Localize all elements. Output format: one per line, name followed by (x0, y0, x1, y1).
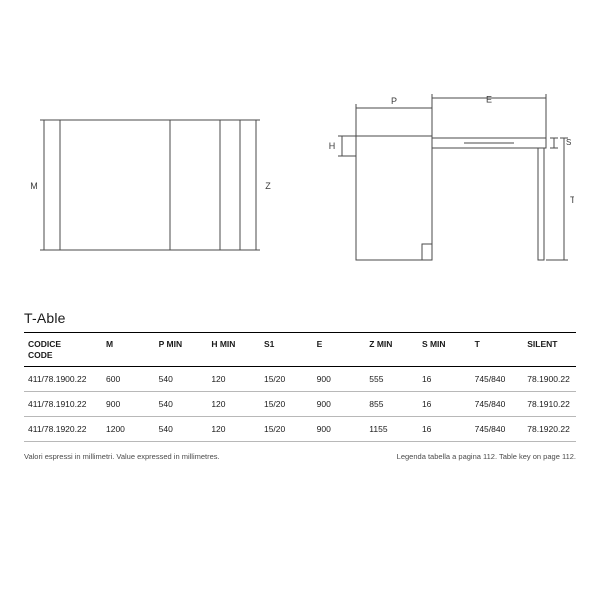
cell-PMIN: 540 (155, 392, 208, 417)
col-ZMIN: Z MIN (365, 333, 418, 367)
col-HMIN: H MIN (207, 333, 260, 367)
col-S1: S1 (260, 333, 313, 367)
cell-HMIN: 120 (207, 417, 260, 442)
cell-code: 411/78.1920.22 (24, 417, 102, 442)
dim-label-S: S (566, 138, 571, 147)
cell-M: 1200 (102, 417, 155, 442)
cell-HMIN: 120 (207, 367, 260, 392)
cell-ZMIN: 555 (365, 367, 418, 392)
datasheet-page: M Z (0, 0, 600, 600)
cell-PMIN: 540 (155, 417, 208, 442)
cell-S1: 15/20 (260, 367, 313, 392)
cell-SILENT: 78.1900.22 (523, 367, 576, 392)
spec-table-body: 411/78.1900.2260054012015/2090055516745/… (24, 367, 576, 442)
col-code: CODICE CODE (24, 333, 102, 367)
col-SMIN: S MIN (418, 333, 471, 367)
cell-T: 745/840 (471, 392, 524, 417)
col-M: M (102, 333, 155, 367)
dim-label-E: E (486, 94, 492, 104)
cell-M: 900 (102, 392, 155, 417)
cell-T: 745/840 (471, 417, 524, 442)
diagram-row: M Z (24, 90, 576, 280)
table-row: 411/78.1910.2290054012015/2090085516745/… (24, 392, 576, 417)
footer-note: Valori espressi in millimetri. Value exp… (24, 452, 576, 461)
col-PMIN: P MIN (155, 333, 208, 367)
diagram-left: M Z (24, 90, 294, 280)
dim-label-P: P (391, 96, 397, 106)
cell-E: 900 (313, 417, 366, 442)
table-header-row: CODICE CODE M P MIN H MIN S1 E Z MIN S M… (24, 333, 576, 367)
cell-ZMIN: 1155 (365, 417, 418, 442)
cell-code: 411/78.1910.22 (24, 392, 102, 417)
cell-SILENT: 78.1910.22 (523, 392, 576, 417)
col-SILENT: SILENT (523, 333, 576, 367)
cell-S1: 15/20 (260, 392, 313, 417)
product-title: T-Able (24, 310, 576, 326)
cell-HMIN: 120 (207, 392, 260, 417)
cell-SMIN: 16 (418, 417, 471, 442)
cell-S1: 15/20 (260, 417, 313, 442)
dim-label-M: M (30, 181, 38, 191)
table-row: 411/78.1920.22120054012015/2090011551674… (24, 417, 576, 442)
table-row: 411/78.1900.2260054012015/2090055516745/… (24, 367, 576, 392)
cell-SMIN: 16 (418, 367, 471, 392)
cell-PMIN: 540 (155, 367, 208, 392)
cell-SMIN: 16 (418, 392, 471, 417)
col-T: T (471, 333, 524, 367)
cell-SILENT: 78.1920.22 (523, 417, 576, 442)
dim-label-H: H (329, 141, 336, 151)
cell-code: 411/78.1900.22 (24, 367, 102, 392)
diagram-right: P E H S T (314, 90, 574, 280)
cell-E: 900 (313, 392, 366, 417)
footer-left: Valori espressi in millimetri. Value exp… (24, 452, 220, 461)
dim-label-Z: Z (265, 181, 271, 191)
cell-E: 900 (313, 367, 366, 392)
col-E: E (313, 333, 366, 367)
cell-M: 600 (102, 367, 155, 392)
spec-table: CODICE CODE M P MIN H MIN S1 E Z MIN S M… (24, 332, 576, 442)
cell-ZMIN: 855 (365, 392, 418, 417)
dim-label-T: T (570, 195, 574, 205)
footer-right: Legenda tabella a pagina 112. Table key … (397, 452, 576, 461)
cell-T: 745/840 (471, 367, 524, 392)
